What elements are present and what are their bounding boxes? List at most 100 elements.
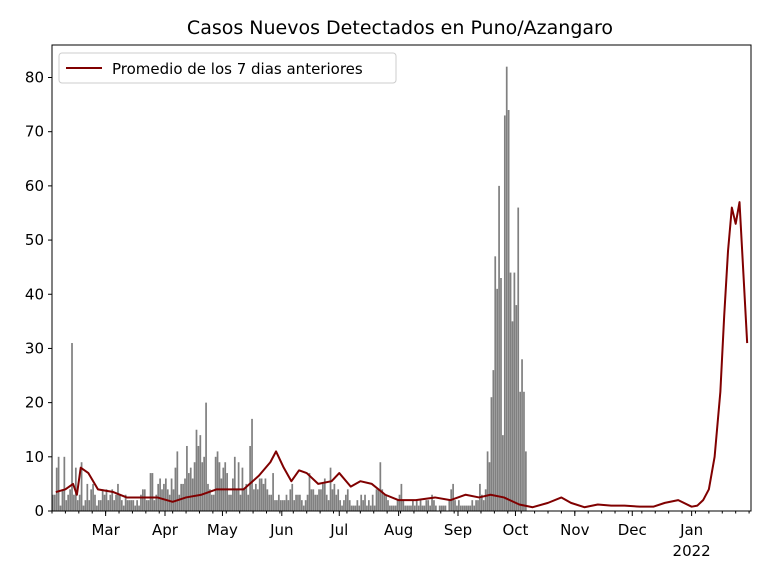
bar bbox=[186, 445, 188, 511]
bar bbox=[429, 505, 431, 511]
bar bbox=[398, 494, 401, 511]
bar bbox=[457, 500, 460, 511]
bar bbox=[475, 500, 477, 511]
bar bbox=[214, 456, 217, 511]
bar bbox=[435, 505, 437, 511]
bar bbox=[343, 500, 345, 511]
bar bbox=[176, 451, 179, 511]
bar bbox=[467, 505, 470, 511]
bar bbox=[289, 489, 292, 511]
bar bbox=[151, 473, 154, 511]
bar bbox=[277, 494, 280, 511]
bar bbox=[492, 370, 495, 511]
bar bbox=[366, 505, 368, 511]
bar bbox=[297, 494, 299, 511]
bar bbox=[421, 505, 424, 511]
bar bbox=[281, 500, 284, 511]
bar bbox=[383, 494, 386, 511]
bar bbox=[423, 505, 426, 511]
bar bbox=[52, 494, 54, 511]
x-tick-label: May bbox=[207, 521, 238, 539]
bar bbox=[191, 478, 194, 511]
bar bbox=[517, 207, 520, 511]
bar bbox=[465, 505, 468, 511]
bar bbox=[406, 505, 409, 511]
bar bbox=[120, 500, 123, 511]
bar bbox=[440, 505, 443, 511]
bar bbox=[413, 505, 416, 511]
bar bbox=[396, 500, 399, 511]
bar bbox=[488, 462, 491, 511]
x-tick-label: Jun bbox=[269, 521, 293, 539]
bar bbox=[134, 505, 137, 511]
bar bbox=[318, 489, 320, 511]
bar bbox=[101, 489, 104, 511]
bar bbox=[348, 500, 351, 511]
bar bbox=[71, 343, 73, 511]
bar bbox=[295, 494, 297, 511]
bar bbox=[373, 505, 376, 511]
x-tick-label: 2022 bbox=[673, 542, 711, 560]
bar bbox=[117, 483, 119, 511]
bar bbox=[523, 391, 525, 511]
bar bbox=[484, 489, 487, 511]
bar bbox=[161, 489, 163, 511]
bar bbox=[362, 500, 364, 511]
bar bbox=[88, 500, 91, 511]
bar bbox=[471, 500, 474, 511]
y-tick-label: 40 bbox=[25, 285, 44, 303]
bar bbox=[482, 500, 485, 511]
bar bbox=[243, 489, 246, 511]
bar bbox=[266, 489, 269, 511]
bar bbox=[226, 473, 228, 511]
bar bbox=[356, 500, 359, 511]
x-tick-label: Aug bbox=[384, 521, 413, 539]
bar bbox=[84, 500, 87, 511]
bar bbox=[390, 505, 393, 511]
bar bbox=[260, 478, 263, 511]
bar bbox=[78, 494, 81, 511]
bar bbox=[325, 494, 328, 511]
bar bbox=[164, 478, 167, 511]
bar bbox=[233, 456, 236, 511]
bar bbox=[316, 494, 318, 511]
bar bbox=[276, 500, 278, 511]
x-tick-label: Apr bbox=[152, 521, 179, 539]
bar bbox=[99, 500, 102, 511]
bar bbox=[76, 500, 79, 511]
bar bbox=[477, 500, 479, 511]
bar bbox=[461, 505, 464, 511]
bar bbox=[394, 505, 397, 511]
bar bbox=[427, 500, 430, 511]
bar bbox=[339, 500, 341, 511]
bar bbox=[300, 500, 303, 511]
bar bbox=[335, 494, 338, 511]
bar bbox=[187, 473, 190, 511]
bar bbox=[379, 462, 382, 511]
bar bbox=[415, 500, 418, 511]
bar bbox=[59, 505, 62, 511]
bar bbox=[385, 494, 387, 511]
bar bbox=[285, 494, 288, 511]
bar bbox=[459, 505, 462, 511]
bar bbox=[507, 110, 510, 512]
bar bbox=[128, 500, 131, 511]
bar bbox=[270, 494, 273, 511]
bar bbox=[442, 505, 445, 511]
bar bbox=[90, 489, 93, 511]
bar bbox=[337, 489, 340, 511]
bar bbox=[490, 397, 493, 511]
bar bbox=[502, 435, 504, 511]
bar bbox=[180, 483, 183, 511]
bar bbox=[402, 500, 405, 511]
bar bbox=[323, 478, 326, 511]
bar bbox=[287, 500, 290, 511]
bar bbox=[463, 505, 466, 511]
bar bbox=[82, 505, 85, 511]
bar bbox=[122, 505, 125, 511]
bar bbox=[331, 489, 334, 511]
bar bbox=[505, 66, 508, 512]
bar bbox=[247, 494, 250, 511]
y-tick-label: 70 bbox=[25, 123, 44, 141]
bar bbox=[322, 483, 324, 511]
